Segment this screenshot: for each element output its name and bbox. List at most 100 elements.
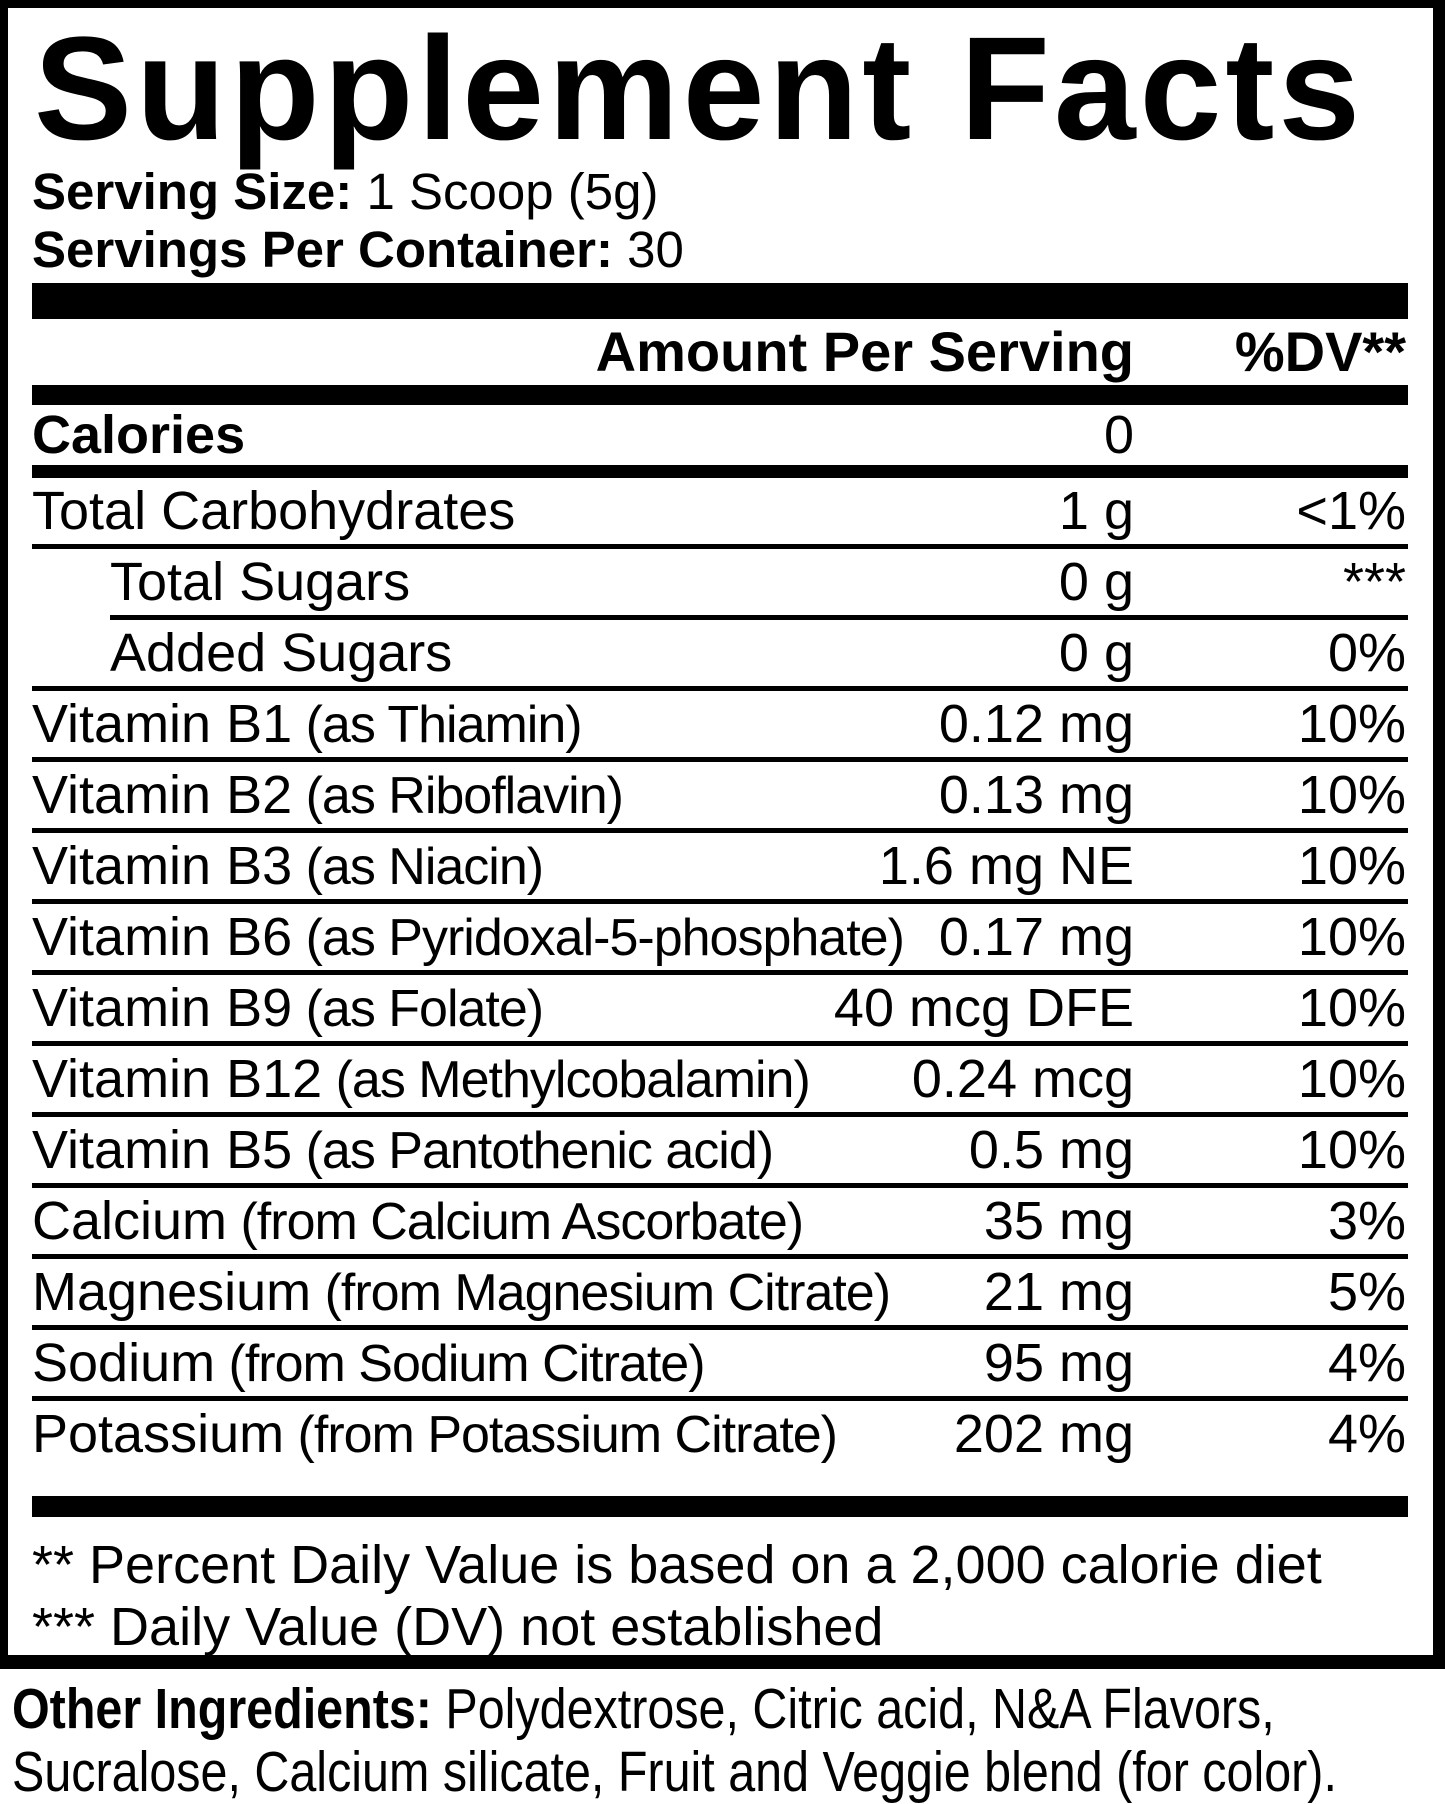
nutrient-name: Vitamin B1 [32,694,293,754]
nutrient-row: Vitamin B9 (as Folate) 40 mcg DFE 10% [32,975,1408,1041]
header-divider [32,385,1408,405]
other-ingredients-label: Other Ingredients: [12,1677,432,1741]
nutrient-name: Total Carbohydrates [32,481,516,541]
row-separator [32,828,1408,833]
other-ingredients-text-2: Sucralose, Calcium silicate, Fruit and V… [12,1740,1337,1804]
footnote-dv-basis: ** Percent Daily Value is based on a 2,0… [32,1535,1322,1595]
nutrient-row: Vitamin B2 (as Riboflavin) 0.13 mg 10% [32,762,1408,828]
nutrient-dv: 5% [1327,1262,1406,1322]
nutrient-dv: 4% [1327,1333,1406,1393]
nutrient-row: Vitamin B12 (as Methylcobalamin) 0.24 mc… [32,1046,1408,1112]
row-separator [32,1396,1408,1401]
dv-column-header: %DV** [1234,320,1406,383]
nutrient-amount: 202 mg [953,1404,1134,1464]
nutrient-dv: 10% [1297,1120,1406,1180]
nutrient-name: Vitamin B12 [32,1049,323,1109]
nutrient-dv: 3% [1327,1191,1406,1251]
nutrient-dv: 4% [1327,1404,1406,1464]
row-separator [32,1254,1408,1259]
nutrient-rows: Calories 0 Total Carbohydrates 1 g <1% T… [32,405,1408,1476]
nutrient-name: Total Sugars [110,552,411,612]
nutrient-row: Sodium (from Sodium Citrate) 95 mg 4% [32,1330,1408,1396]
nutrient-amount: 0.5 mg [968,1120,1134,1180]
row-separator [32,1112,1408,1117]
row-separator [32,970,1408,975]
nutrient-row: Magnesium (from Magnesium Citrate) 21 mg… [32,1259,1408,1325]
nutrient-row: Total Carbohydrates 1 g <1% [32,478,1408,544]
nutrient-name: Calcium [32,1191,228,1251]
other-ingredients-line-2: Sucralose, Calcium silicate, Fruit and V… [12,1741,1337,1804]
nutrient-name: Potassium [32,1404,285,1464]
nutrient-row: Calcium (from Calcium Ascorbate) 35 mg 3… [32,1188,1408,1254]
serving-size-line: Serving Size: 1 Scoop (5g) [32,163,1408,221]
serving-size-value: 1 Scoop (5g) [366,163,659,220]
nutrient-row: Calories 0 [32,405,1408,465]
nutrient-name: Vitamin B6 [32,907,293,967]
row-separator [110,615,1408,620]
nutrient-amount: 0 g [1058,623,1134,683]
servings-per-container-value: 30 [627,221,684,278]
nutrient-dv: 10% [1297,694,1406,754]
nutrient-amount: 1.6 mg NE [878,836,1134,896]
nutrient-row: Vitamin B6 (as Pyridoxal-5-phosphate) 0.… [32,904,1408,970]
nutrient-qualifier: (from Potassium Citrate) [284,1406,838,1464]
row-separator [32,1041,1408,1046]
nutrient-name: Vitamin B5 [32,1120,293,1180]
other-ingredients-text-1: Polydextrose, Citric acid, N&A Flavors, [445,1677,1275,1741]
nutrient-amount: 95 mg [983,1333,1134,1393]
nutrient-qualifier: (as Pantothenic acid) [292,1122,774,1180]
nutrient-qualifier: (from Sodium Citrate) [215,1335,706,1393]
nutrient-row: Vitamin B1 (as Thiamin) 0.12 mg 10% [32,691,1408,757]
nutrient-amount: 35 mg [983,1191,1134,1251]
nutrient-amount: 0.24 mcg [911,1049,1134,1109]
nutrient-dv: 10% [1297,836,1406,896]
nutrient-qualifier: (from Magnesium Citrate) [311,1264,891,1322]
servings-per-container-line: Servings Per Container: 30 [32,221,1408,279]
nutrient-row: Added Sugars 0 g 0% [32,620,1408,686]
nutrient-dv: *** [1342,552,1406,612]
thick-divider-bottom [32,1496,1408,1517]
nutrient-amount: 0.13 mg [938,765,1134,825]
nutrient-amount: 0 g [1058,552,1134,612]
nutrient-dv: <1% [1296,481,1406,541]
nutrient-amount: 0.12 mg [938,694,1134,754]
nutrient-amount: 21 mg [983,1262,1134,1322]
nutrient-dv: 0% [1327,623,1406,683]
nutrient-name: Vitamin B9 [32,978,293,1038]
serving-size-label: Serving Size: [32,163,353,220]
nutrient-name: Calories [32,405,246,465]
nutrient-name: Vitamin B2 [32,765,293,825]
nutrient-row: Vitamin B3 (as Niacin) 1.6 mg NE 10% [32,833,1408,899]
row-separator [32,757,1408,762]
row-separator [32,1325,1408,1330]
nutrient-qualifier: (as Pyridoxal-5-phosphate) [292,909,905,967]
nutrient-amount: 1 g [1058,481,1134,541]
nutrient-row: Total Sugars 0 g *** [32,549,1408,615]
nutrient-amount: 40 mcg DFE [833,978,1134,1038]
footnote-dv-not-established: *** Daily Value (DV) not established [32,1597,884,1657]
supplement-facts-panel: Supplement Facts Serving Size: 1 Scoop (… [0,0,1445,1669]
thick-divider-top [32,283,1408,319]
row-separator [32,544,1408,549]
other-ingredients-line-1: Other Ingredients: Polydextrose, Citric … [12,1677,1275,1741]
nutrient-dv: 10% [1297,1049,1406,1109]
table-header-row: Amount Per Serving %DV** [32,319,1408,385]
nutrient-name: Magnesium [32,1262,312,1322]
row-separator [32,1183,1408,1188]
servings-per-container-label: Servings Per Container: [32,221,613,278]
nutrient-qualifier: (as Methylcobalamin) [322,1051,811,1109]
nutrient-dv: 10% [1297,765,1406,825]
row-separator [32,465,1408,478]
panel-title: Supplement Facts [34,7,1365,171]
nutrient-amount: 0.17 mg [938,907,1134,967]
other-ingredients: Other Ingredients: Polydextrose, Citric … [12,1678,1445,1804]
footnotes: ** Percent Daily Value is based on a 2,0… [32,1517,1408,1657]
nutrient-name: Sodium [32,1333,216,1393]
nutrient-amount: 0 [1103,405,1134,465]
nutrient-qualifier: (as Thiamin) [292,696,583,754]
amount-column-header: Amount Per Serving [595,320,1134,383]
nutrient-qualifier: (from Calcium Ascorbate) [227,1193,804,1251]
nutrient-dv: 10% [1297,907,1406,967]
nutrient-name: Added Sugars [110,623,453,683]
row-separator [32,899,1408,904]
